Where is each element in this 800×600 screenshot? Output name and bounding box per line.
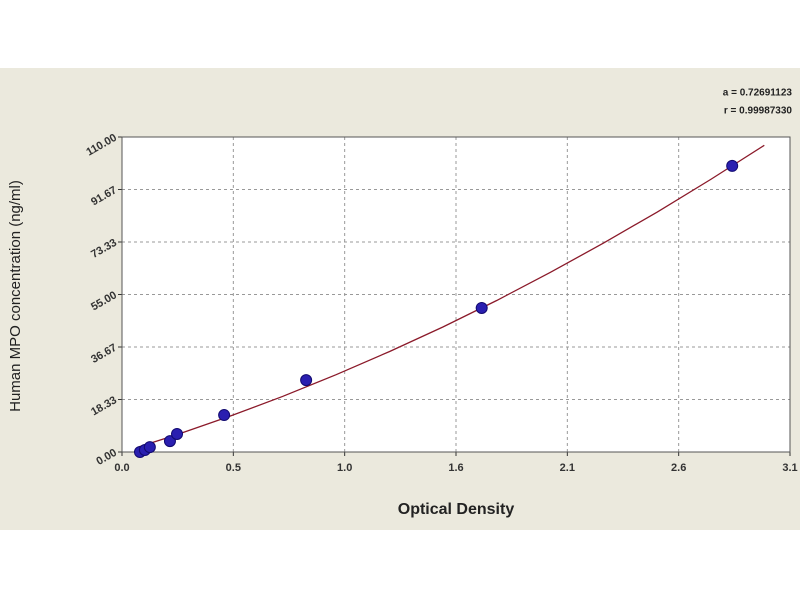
- x-tick-label: 0.0: [114, 462, 129, 474]
- annotation: a = 0.72691123: [723, 88, 793, 99]
- data-point: [300, 374, 313, 387]
- x-tick-label: 1.0: [337, 462, 352, 474]
- x-tick-label: 0.5: [226, 462, 241, 474]
- y-axis-label: Human MPO concentration (ng/ml): [7, 180, 24, 412]
- data-point: [475, 301, 488, 314]
- x-tick-label: 2.6: [671, 462, 686, 474]
- data-point: [143, 441, 156, 454]
- data-point: [163, 435, 176, 448]
- x-tick-label: 3.1: [782, 462, 797, 474]
- annotation: r = 0.99987330: [724, 106, 793, 117]
- data-point: [726, 159, 739, 172]
- plot-frame: [121, 136, 791, 453]
- x-tick-label: 2.1: [560, 462, 575, 474]
- data-point: [218, 409, 231, 422]
- x-axis-label: Optical Density: [398, 501, 515, 518]
- x-tick-label: 1.6: [448, 462, 463, 474]
- data-point: [171, 427, 184, 440]
